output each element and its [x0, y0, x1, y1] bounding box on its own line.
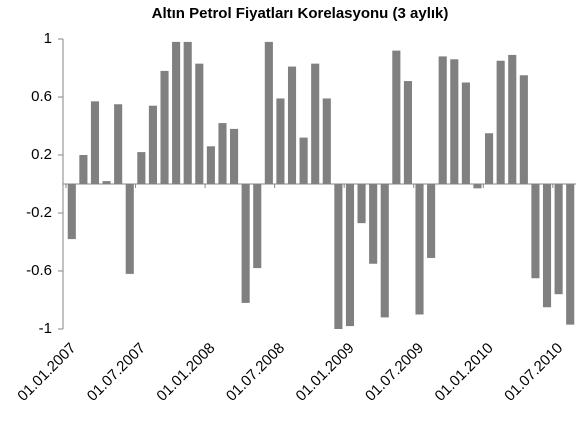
bar: [403, 81, 412, 184]
bar: [172, 41, 181, 185]
bar: [473, 184, 482, 189]
bar: [114, 104, 123, 184]
bar: [183, 41, 192, 185]
bar: [369, 184, 378, 264]
bar: [287, 66, 297, 184]
x-tick-label: 01.07.2007: [84, 340, 149, 405]
bar: [461, 82, 470, 184]
bar: [311, 63, 320, 184]
bar: [496, 60, 505, 184]
bar: [415, 184, 424, 315]
x-tick-label: 01.01.2010: [432, 340, 497, 405]
bar: [90, 101, 100, 184]
bar: [438, 56, 447, 184]
bar: [218, 123, 227, 184]
bar: [299, 137, 308, 184]
bar: [137, 152, 146, 184]
bar: [322, 98, 331, 184]
x-tick-label: 01.07.2010: [501, 340, 566, 405]
y-tick-label: 0.6: [31, 88, 52, 105]
chart-title: Altın Petrol Fiyatları Korelasyonu (3 ay…: [152, 5, 449, 22]
bar: [566, 184, 575, 325]
bar: [345, 184, 355, 327]
bar: [206, 146, 215, 184]
bar: [542, 184, 552, 308]
x-tick-label: 01.07.2008: [223, 340, 288, 405]
bar: [519, 75, 528, 184]
bar: [380, 184, 389, 318]
x-tick-label: 01.07.2009: [362, 340, 427, 405]
y-tick-label: -1: [39, 320, 52, 337]
y-tick-label: 0.2: [31, 146, 52, 163]
bar: [264, 41, 273, 185]
x-tick-label: 01.01.2008: [153, 340, 218, 405]
bar: [427, 184, 436, 258]
bar: [148, 105, 157, 184]
bar: [334, 184, 343, 329]
bar: [79, 155, 88, 184]
bar: [230, 128, 239, 184]
bar: [508, 54, 517, 185]
bar: [485, 133, 494, 184]
bar: [102, 181, 111, 184]
x-tick-label: 01.01.2007: [14, 340, 79, 405]
bar: [554, 184, 563, 295]
bar: [392, 50, 401, 184]
bar: [67, 184, 76, 240]
bar: [253, 184, 262, 269]
y-tick-label: -0.6: [26, 262, 52, 279]
bar: [195, 63, 204, 184]
bar: [531, 184, 540, 279]
bar: [125, 184, 134, 274]
bar: [276, 98, 285, 184]
bar: [160, 70, 169, 184]
bar: [241, 184, 250, 303]
bar: [357, 184, 366, 224]
x-tick-label: 01.01.2009: [293, 340, 358, 405]
y-tick-label: -0.2: [26, 204, 52, 221]
y-tick-label: 1: [44, 30, 52, 47]
bar: [450, 59, 459, 184]
